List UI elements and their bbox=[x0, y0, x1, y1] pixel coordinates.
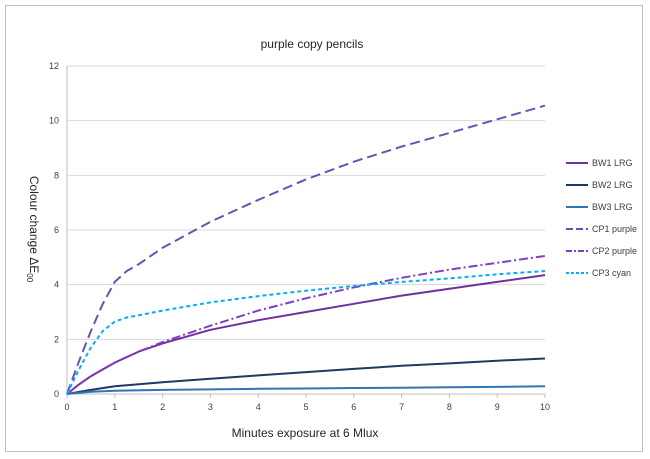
y-tick-label-10: 10 bbox=[49, 116, 59, 126]
x-tick-label-10: 10 bbox=[540, 402, 550, 412]
x-axis-label: Minutes exposure at 6 Mlux bbox=[232, 426, 379, 440]
series-line-cp2-purple bbox=[66, 255, 546, 395]
x-tick-label-0: 0 bbox=[64, 402, 69, 412]
y-tick-label-4: 4 bbox=[54, 280, 59, 290]
legend-label-cp2-purple: CP2 purple bbox=[592, 246, 637, 256]
y-tick-label-6: 6 bbox=[54, 225, 59, 235]
legend-label-cp1-purple: CP1 purple bbox=[592, 224, 637, 234]
legend-label-cp3-cyan: CP3 cyan bbox=[592, 268, 631, 278]
series-line-bw2-lrg bbox=[66, 357, 546, 395]
x-tick-label-6: 6 bbox=[351, 402, 356, 412]
y-axis-label: Colour change ΔE00 bbox=[25, 176, 41, 283]
series-line-cp1-purple bbox=[66, 104, 546, 395]
series-line-bw1-lrg bbox=[66, 274, 546, 395]
x-tick-label-1: 1 bbox=[112, 402, 117, 412]
series-line-bw3-lrg bbox=[66, 385, 546, 395]
x-tick-label-3: 3 bbox=[208, 402, 213, 412]
legend-label-bw1-lrg: BW1 LRG bbox=[592, 158, 633, 168]
legend-label-bw2-lrg: BW2 LRG bbox=[592, 180, 633, 190]
y-tick-label-12: 12 bbox=[49, 61, 59, 71]
legend: BW1 LRG BW2 LRG BW3 LRG CP1 purple CP2 purpl… bbox=[566, 158, 637, 278]
chart-title: purple copy pencils bbox=[261, 37, 364, 51]
x-tick-label-5: 5 bbox=[303, 402, 308, 412]
y-tick-label-0: 0 bbox=[54, 389, 59, 399]
series-lines bbox=[66, 104, 546, 395]
legend-label-bw3-lrg: BW3 LRG bbox=[592, 202, 633, 212]
x-tick-label-9: 9 bbox=[495, 402, 500, 412]
chart-frame bbox=[5, 5, 643, 452]
y-axis-label-subscript: 00 bbox=[25, 273, 34, 282]
x-tick-label-4: 4 bbox=[256, 402, 261, 412]
x-tick-label-8: 8 bbox=[447, 402, 452, 412]
x-tick-label-7: 7 bbox=[399, 402, 404, 412]
x-tick-label-2: 2 bbox=[160, 402, 165, 412]
y-tick-label-8: 8 bbox=[54, 170, 59, 180]
y-tick-label-2: 2 bbox=[54, 334, 59, 344]
axes bbox=[66, 66, 546, 398]
gridlines bbox=[67, 65, 545, 340]
series-line-cp3-cyan bbox=[66, 270, 546, 395]
y-axis-label-main: Colour change ΔE bbox=[27, 176, 41, 273]
